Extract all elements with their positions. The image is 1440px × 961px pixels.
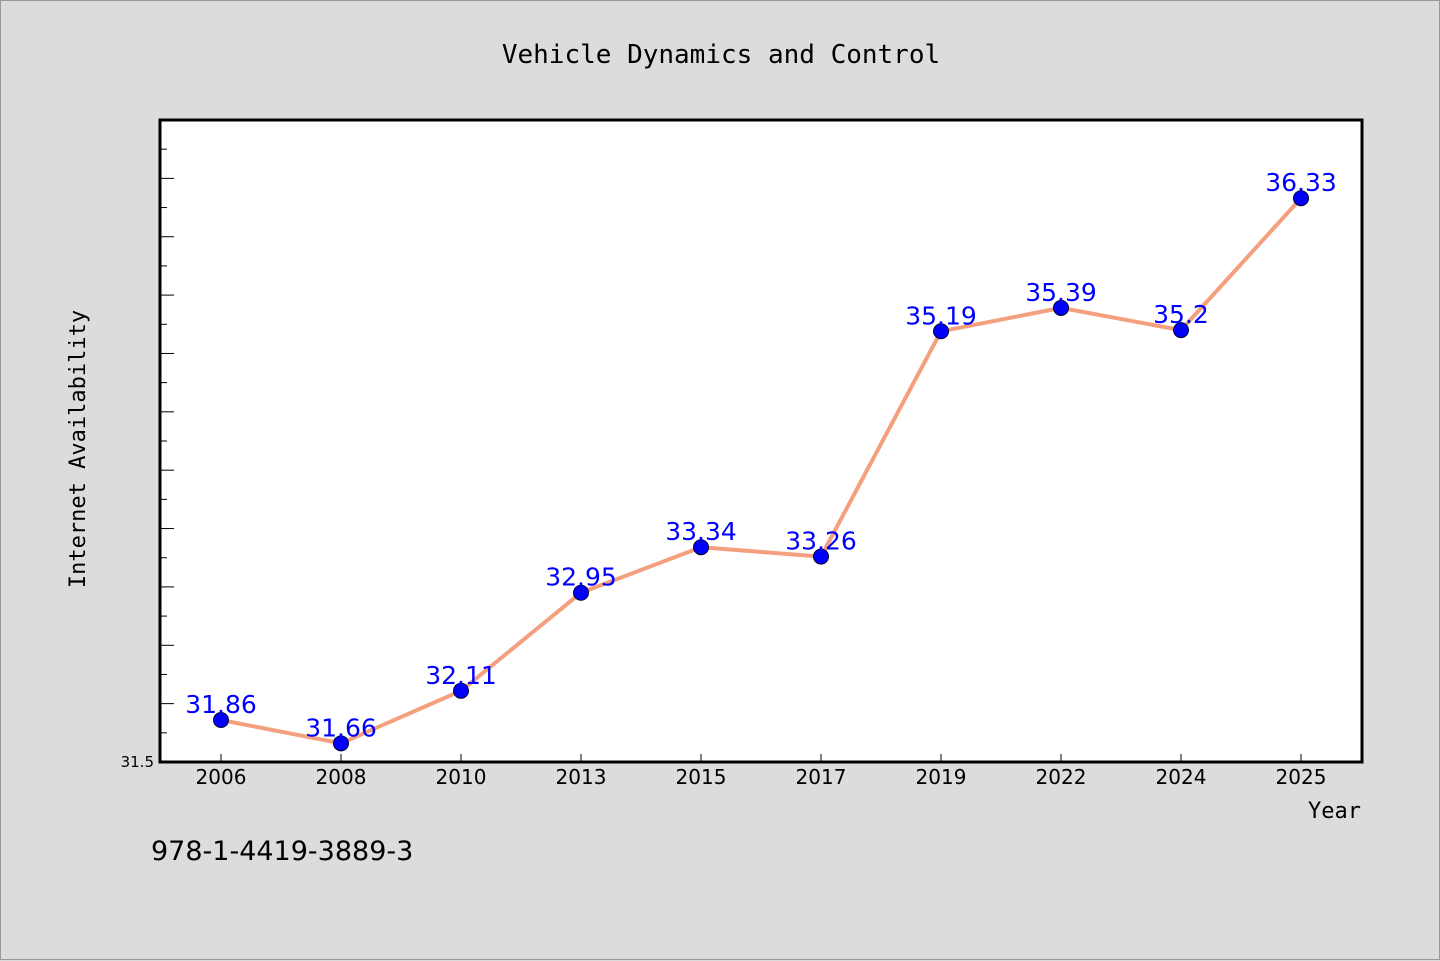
data-label: 31.66	[305, 713, 377, 742]
data-point-marker	[453, 682, 469, 699]
x-tick-label: 2025	[1276, 765, 1327, 789]
x-tick-label: 2008	[316, 765, 367, 789]
data-point-marker	[213, 711, 229, 728]
x-axis-tick-labels: 2006 2008 2010 2013 2015 2017 2019 2022 2024 2025	[196, 765, 1327, 789]
data-point-marker	[813, 548, 829, 565]
isbn-footer: 978-1-4419-3889-3	[151, 836, 414, 867]
x-axis-ticks	[220, 754, 1302, 762]
data-label: 31.86	[185, 690, 257, 719]
x-tick-label: 2015	[676, 765, 727, 789]
y-tick-label: 31.5	[121, 753, 154, 771]
data-point-marker	[1053, 299, 1069, 316]
data-point-marker	[693, 539, 709, 556]
data-label: 35.39	[1025, 278, 1097, 307]
data-point-marker	[933, 323, 949, 340]
data-label: 32.11	[425, 661, 497, 690]
plot-area	[158, 118, 1364, 764]
data-point-marker	[1293, 190, 1309, 207]
data-label: 33.34	[665, 517, 737, 546]
data-label: 35.2	[1153, 300, 1209, 329]
y-axis-title: Internet Availability	[66, 310, 91, 588]
y-axis-ticks	[160, 119, 174, 763]
data-label: 33.26	[785, 527, 857, 556]
x-tick-label: 2017	[796, 765, 847, 789]
data-point-marker	[1173, 322, 1189, 339]
data-label: 35.19	[905, 301, 977, 330]
x-tick-label: 2024	[1156, 765, 1207, 789]
data-point-marker	[333, 735, 349, 752]
series-line	[220, 196, 1303, 746]
x-tick-label: 2006	[196, 765, 247, 789]
chart-title: Vehicle Dynamics and Control	[502, 40, 940, 70]
x-tick-label: 2010	[436, 765, 487, 789]
series-markers	[213, 190, 1309, 752]
data-label: 32.95	[545, 563, 617, 592]
y-axis-tick-labels: 31.5	[121, 753, 154, 771]
x-tick-label: 2022	[1036, 765, 1087, 789]
data-label: 36.33	[1265, 168, 1337, 197]
x-axis-title: Year	[1308, 799, 1361, 824]
x-tick-label: 2013	[556, 765, 607, 789]
x-tick-label: 2019	[916, 765, 967, 789]
data-labels: 31.86 31.66 32.11 32.95 33.34 33.26 35.19 35.39…	[185, 168, 1337, 742]
data-point-marker	[573, 584, 589, 601]
